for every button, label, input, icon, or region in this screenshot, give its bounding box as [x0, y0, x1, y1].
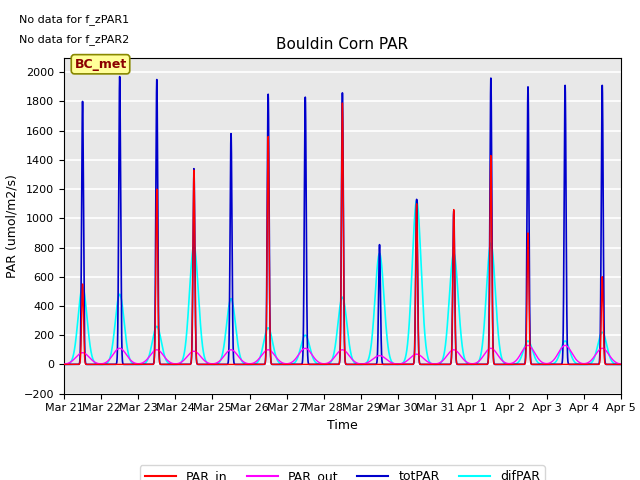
Legend: PAR_in, PAR_out, totPAR, difPAR: PAR_in, PAR_out, totPAR, difPAR: [140, 465, 545, 480]
Text: No data for f_zPAR2: No data for f_zPAR2: [19, 34, 130, 45]
X-axis label: Time: Time: [327, 419, 358, 432]
Title: Bouldin Corn PAR: Bouldin Corn PAR: [276, 37, 408, 52]
Text: No data for f_zPAR1: No data for f_zPAR1: [19, 14, 129, 25]
Text: BC_met: BC_met: [74, 58, 127, 71]
Y-axis label: PAR (umol/m2/s): PAR (umol/m2/s): [5, 174, 18, 277]
